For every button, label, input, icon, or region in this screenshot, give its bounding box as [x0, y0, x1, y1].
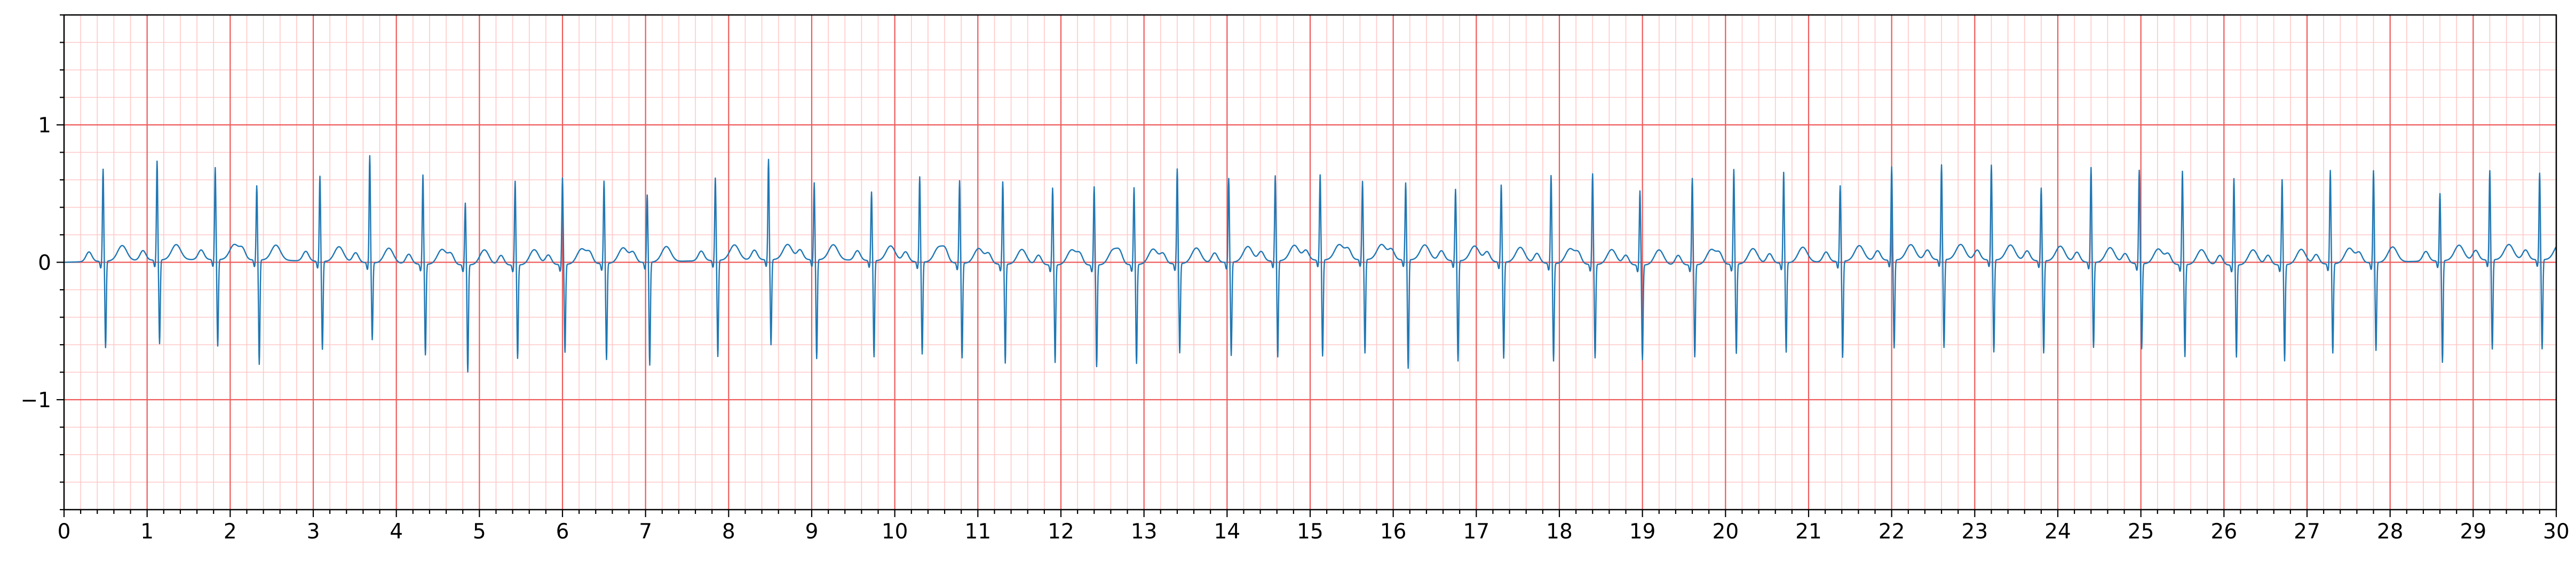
x-tick-label: 5 [473, 520, 486, 544]
x-tick-label: 7 [639, 520, 652, 544]
x-tick-label: 30 [2543, 520, 2570, 544]
x-tick-label: 12 [1048, 520, 1074, 544]
x-tick-label: 10 [882, 520, 908, 544]
x-tick-label: 28 [2377, 520, 2404, 544]
y-tick-label: 1 [38, 114, 51, 138]
x-tick-label: 14 [1214, 520, 1241, 544]
x-tick-label: 25 [2128, 520, 2154, 544]
x-tick-label: 13 [1131, 520, 1158, 544]
x-tick-label: 19 [1629, 520, 1656, 544]
x-tick-label: 8 [722, 520, 735, 544]
y-tick-label: 0 [38, 251, 51, 275]
x-tick-label: 6 [556, 520, 569, 544]
x-tick-label: 27 [2294, 520, 2320, 544]
x-tick-label: 21 [1795, 520, 1822, 544]
x-tick-label: 1 [140, 520, 154, 544]
x-tick-label: 29 [2460, 520, 2487, 544]
x-tick-label: 22 [1879, 520, 1905, 544]
x-tick-label: 23 [1962, 520, 1988, 544]
x-tick-label: 11 [965, 520, 992, 544]
x-tick-label: 4 [390, 520, 403, 544]
ecg-trace-line [64, 155, 2557, 373]
ecg-trace-layer [64, 155, 2557, 373]
x-tick-label: 9 [805, 520, 819, 544]
x-tick-label: 16 [1380, 520, 1407, 544]
x-tick-label: 24 [2044, 520, 2071, 544]
x-tick-label: 20 [1713, 520, 1739, 544]
x-tick-label: 3 [307, 520, 320, 544]
x-tick-label: 15 [1297, 520, 1323, 544]
y-tick-label: −1 [21, 388, 52, 413]
x-tick-label: 26 [2211, 520, 2238, 544]
y-axis: −1 0 1 [21, 14, 64, 511]
x-tick-label: 2 [224, 520, 237, 544]
x-tick-label: 17 [1463, 520, 1490, 544]
x-tick-label: 0 [58, 520, 71, 544]
x-axis: 0 1 2 3 4 5 6 7 8 9 10 11 12 13 14 15 16 17 18 19 20 21 22 23 24… [58, 510, 2570, 544]
x-tick-label: 18 [1546, 520, 1573, 544]
